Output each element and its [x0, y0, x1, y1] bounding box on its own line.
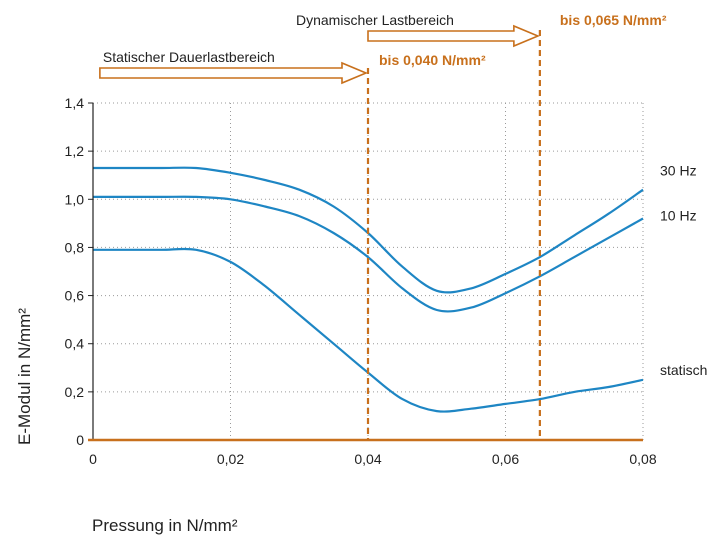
- y-axis-label: E-Modul in N/mm²: [15, 308, 34, 445]
- y-tick-label: 0,6: [65, 288, 85, 304]
- labels: 30 Hz 10 Hz statisch bis 0,040 N/mm² bis 0,0…: [103, 12, 708, 378]
- y-tick-label: 0,2: [65, 384, 85, 400]
- y-tick-label: 0,8: [65, 239, 85, 255]
- x-tick-label: 0,04: [354, 451, 381, 467]
- y-tick-label: 0: [76, 432, 84, 448]
- limit-label: bis 0,040 N/mm²: [379, 52, 486, 68]
- series-label-statisch: statisch: [660, 362, 707, 378]
- x-tick-label: 0,06: [492, 451, 519, 467]
- range-arrow: [367, 24, 540, 48]
- series-label-10-hz: 10 Hz: [660, 208, 697, 224]
- range-arrow: [99, 61, 369, 85]
- y-tick-label: 0,4: [65, 336, 85, 352]
- x-tick-label: 0,08: [629, 451, 656, 467]
- x-tick-label: 0: [89, 451, 97, 467]
- range-label: Statischer Dauerlastbereich: [103, 49, 275, 65]
- x-tick-label: 0,02: [217, 451, 244, 467]
- limit-label: bis 0,065 N/mm²: [560, 12, 667, 28]
- series-line-10-hz: [93, 195, 644, 313]
- limit-lines: [99, 24, 541, 440]
- range-label: Dynamischer Lastbereich: [296, 12, 454, 28]
- series-label-30-hz: 30 Hz: [660, 163, 697, 179]
- x-axis-label: Pressung in N/mm²: [92, 516, 238, 535]
- y-tick-label: 1,0: [65, 191, 85, 207]
- tick-labels: 0 0,02 0,04 0,06 0,08 0 0,2 0,4 0,6 0,8 1,0 1,2 1,4: [65, 95, 657, 467]
- y-tick-label: 1,4: [65, 95, 85, 111]
- axes: [88, 102, 643, 442]
- y-tick-label: 1,2: [65, 143, 85, 159]
